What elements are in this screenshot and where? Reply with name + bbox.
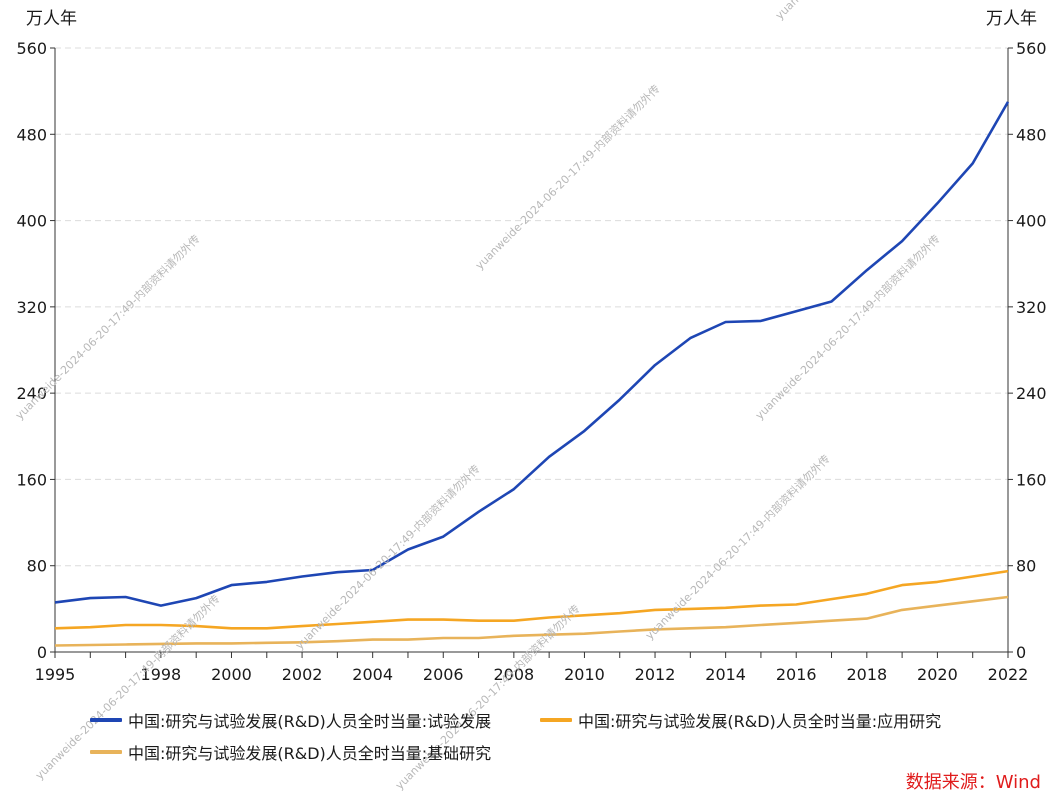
y-tick-label-right: 560	[1016, 39, 1047, 58]
y-axis-unit-left: 万人年	[26, 9, 77, 29]
y-tick-label-right: 80	[1016, 557, 1036, 576]
x-tick-label: 2020	[917, 665, 958, 684]
y-tick-label-left: 480	[16, 125, 47, 144]
watermark-text: yuanweide-2024-06-20-17:49-内部资料请勿外传	[292, 462, 482, 652]
y-tick-label-right: 240	[1016, 384, 1047, 403]
y-tick-label-left: 560	[16, 39, 47, 58]
legend-item-basic-research: 中国:研究与试验发展(R&D)人员全时当量:基础研究	[90, 740, 491, 764]
legend-item-experimental-development: 中国:研究与试验发展(R&D)人员全时当量:试验发展	[90, 708, 491, 732]
legend-label-applied-research: 中国:研究与试验发展(R&D)人员全时当量:应用研究	[578, 712, 942, 731]
x-tick-label: 2012	[635, 665, 676, 684]
x-tick-label: 2022	[988, 665, 1029, 684]
x-tick-label: 2010	[564, 665, 605, 684]
legend-swatch-basic-research	[90, 750, 122, 754]
watermark-text: yuanweide-2024-06-20-17:49-内部资料请勿外传	[772, 0, 962, 22]
series-line-basic-research	[54, 595, 1009, 647]
legend-item-applied-research: 中国:研究与试验发展(R&D)人员全时当量:应用研究	[540, 708, 941, 732]
chart-axes	[54, 48, 1009, 653]
series-lines	[54, 101, 1010, 647]
x-tick-label: 2014	[705, 665, 746, 684]
x-tick-label: 2018	[846, 665, 887, 684]
x-ticks: 1995 1998 2000 2002 2004 2006 2008 2010 2012 2014…	[35, 652, 1029, 684]
y-tick-label-left: 0	[37, 643, 47, 662]
y-tick-label-right: 160	[1016, 470, 1047, 489]
x-tick-label: 2016	[776, 665, 817, 684]
x-tick-label: 1995	[35, 665, 76, 684]
y-tick-label-right: 320	[1016, 298, 1047, 317]
y-tick-label-right: 400	[1016, 212, 1047, 231]
legend-swatch-applied-research	[540, 718, 572, 722]
grid-lines	[55, 47, 1008, 567]
y-tick-label-left: 80	[27, 557, 47, 576]
watermark-text: yuanweide-2024-06-20-17:49-内部资料请勿外传	[472, 82, 662, 272]
series-line-experimental-development	[54, 101, 1010, 607]
y-tick-label-left: 320	[16, 298, 47, 317]
y-tick-label-right: 480	[1016, 125, 1047, 144]
legend-swatch-experimental-development	[90, 718, 122, 722]
legend-label-basic-research: 中国:研究与试验发展(R&D)人员全时当量:基础研究	[128, 744, 492, 763]
series-line-applied-research	[54, 569, 1009, 630]
legend-label-experimental-development: 中国:研究与试验发展(R&D)人员全时当量:试验发展	[128, 712, 492, 731]
watermark-text: yuanweide-2024-06-20-17:49-内部资料请勿外传	[642, 452, 832, 642]
x-tick-label: 1998	[141, 665, 182, 684]
x-tick-label: 2008	[493, 665, 534, 684]
x-tick-label: 2004	[352, 665, 393, 684]
y-tick-label-right: 0	[1016, 643, 1026, 662]
x-tick-label: 2006	[423, 665, 464, 684]
x-tick-label: 2000	[211, 665, 252, 684]
data-source-label: 数据来源：Wind	[905, 772, 1041, 793]
y-tick-label-left: 400	[16, 212, 47, 231]
y-tick-label-left: 160	[16, 470, 47, 489]
y-ticks: 0 0 80 80 160 160 240 240 320 320 400 400 480 480 560 5…	[16, 39, 1046, 662]
x-tick-label: 2002	[282, 665, 323, 684]
y-tick-label-left: 240	[16, 384, 47, 403]
y-axis-unit-right: 万人年	[986, 9, 1037, 29]
